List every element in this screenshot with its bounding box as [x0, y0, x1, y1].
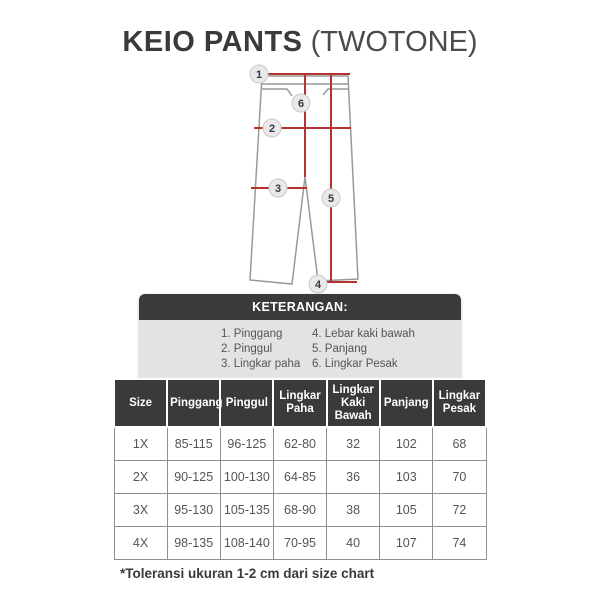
cell-size: 1X	[113, 426, 168, 461]
cell-panjang: 103	[379, 460, 434, 494]
page-title: KEIO PANTS (TWOTONE)	[0, 26, 600, 59]
legend-item-2: 2. Pinggul	[221, 343, 273, 355]
col-header-panjang: Panjang	[378, 378, 434, 428]
cell-pinggul: 100-130	[219, 460, 274, 494]
legend-item-4: 4. Lebar kaki bawah	[312, 328, 415, 340]
cell-pinggul: 108-140	[219, 526, 274, 560]
table-row: 3X 95-130 105-135 68-90 38 105 72	[113, 493, 487, 527]
cell-pinggang: 90-125	[166, 460, 221, 494]
tolerance-note: *Toleransi ukuran 1-2 cm dari size chart	[120, 566, 375, 581]
pants-outline	[249, 75, 359, 285]
callout-circle-1	[249, 64, 269, 84]
cell-lingkar-paha: 62-80	[272, 426, 328, 461]
cell-size: 2X	[113, 460, 168, 494]
callout-label-4: 4	[315, 279, 322, 291]
right-pocket-line	[322, 88, 348, 96]
legend-header: KETERANGAN:	[139, 294, 461, 320]
legend-column-right: 4. Lebar kaki bawah 5. Panjang 6. Lingka…	[312, 327, 415, 372]
legend-item-5: 5. Panjang	[312, 343, 367, 355]
cell-size: 3X	[113, 493, 168, 527]
callout-circle-4	[308, 274, 328, 294]
col-header-lingkar-pesak: Lingkar Pesak	[431, 378, 488, 428]
col-header-lingkar-paha: Lingkar Paha	[272, 378, 328, 428]
size-table: Size Pinggang Pinggul Lingkar Paha Lingk…	[112, 378, 488, 560]
cell-lingkar-kaki-bawah: 38	[326, 493, 381, 527]
table-row: 1X 85-115 96-125 62-80 32 102 68	[113, 426, 487, 461]
legend-item-1: 1. Pinggang	[221, 328, 283, 340]
legend-body: 1. Pinggang 2. Pinggul 3. Lingkar paha 4…	[139, 320, 461, 381]
callout-label-1: 1	[256, 69, 262, 81]
cell-panjang: 102	[379, 426, 434, 461]
col-header-size: Size	[112, 378, 169, 428]
cell-lingkar-kaki-bawah: 32	[326, 426, 381, 461]
col-header-lingkar-kaki-bawah: Lingkar Kaki Bawah	[325, 378, 381, 428]
callout-label-3: 3	[275, 183, 281, 195]
cell-lingkar-pesak: 68	[432, 426, 487, 461]
product-name: KEIO PANTS	[122, 26, 303, 58]
legend-item-6: 6. Lingkar Pesak	[312, 358, 398, 370]
col-header-pinggang: Pinggang	[166, 378, 223, 428]
callout-circle-5	[321, 188, 341, 208]
product-variant: (TWOTONE)	[302, 26, 478, 58]
cell-pinggul: 105-135	[219, 493, 274, 527]
callout-circle-2	[262, 118, 282, 138]
cell-pinggul: 96-125	[219, 426, 274, 461]
table-row: 4X 98-135 108-140 70-95 40 107 74	[113, 526, 487, 560]
cell-panjang: 105	[379, 493, 434, 527]
cell-size: 4X	[113, 526, 168, 560]
cell-lingkar-pesak: 72	[432, 493, 487, 527]
left-pocket-line	[262, 88, 293, 97]
cell-pinggang: 98-135	[166, 526, 221, 560]
legend-column-left: 1. Pinggang 2. Pinggul 3. Lingkar paha	[221, 327, 312, 372]
diagram-callouts: 1 2 3 4 5 6	[249, 64, 341, 294]
callout-circle-6	[291, 93, 311, 113]
cell-pinggang: 95-130	[166, 493, 221, 527]
pants-measurement-diagram: 1 2 3 4 5 6	[249, 64, 359, 294]
col-header-pinggul: Pinggul	[219, 378, 275, 428]
cell-lingkar-paha: 70-95	[272, 526, 328, 560]
cell-lingkar-paha: 64-85	[272, 460, 328, 494]
cell-lingkar-pesak: 70	[432, 460, 487, 494]
legend-item-3: 3. Lingkar paha	[221, 358, 301, 370]
callout-label-6: 6	[298, 98, 304, 110]
cell-lingkar-pesak: 74	[432, 526, 487, 560]
table-row: 2X 90-125 100-130 64-85 36 103 70	[113, 460, 487, 494]
cell-panjang: 107	[379, 526, 434, 560]
legend-box: KETERANGAN: 1. Pinggang 2. Pinggul 3. Li…	[139, 294, 461, 381]
cell-lingkar-kaki-bawah: 36	[326, 460, 381, 494]
callout-label-5: 5	[328, 193, 334, 205]
cell-pinggang: 85-115	[166, 426, 221, 461]
cell-lingkar-paha: 68-90	[272, 493, 328, 527]
callout-label-2: 2	[269, 123, 275, 135]
cell-lingkar-kaki-bawah: 40	[326, 526, 381, 560]
size-table-header: Size Pinggang Pinggul Lingkar Paha Lingk…	[112, 378, 488, 428]
callout-circle-3	[268, 178, 288, 198]
